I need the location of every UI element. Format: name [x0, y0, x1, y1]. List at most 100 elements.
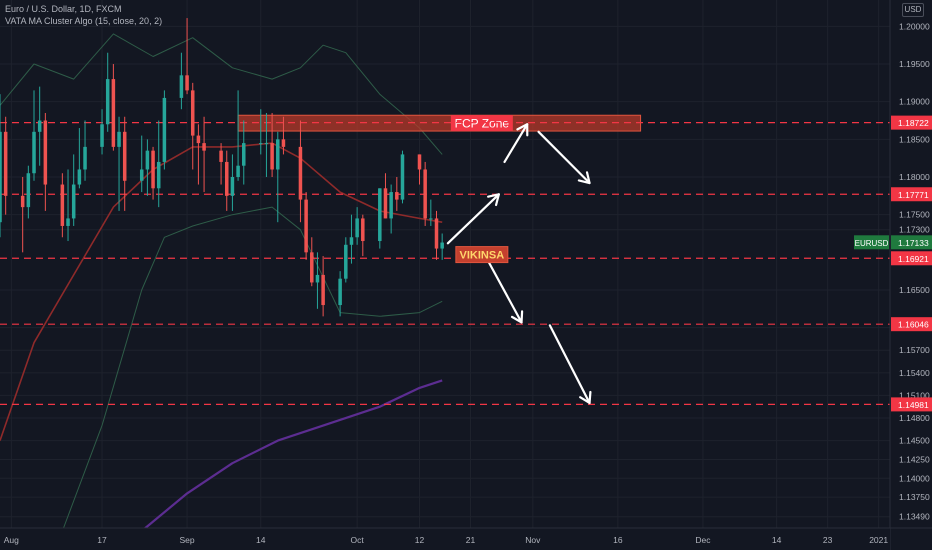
candle-body [43, 120, 48, 185]
candle[interactable] [378, 188, 382, 249]
candle-body [111, 79, 116, 147]
candle[interactable] [71, 154, 76, 226]
candle[interactable] [151, 146, 155, 200]
candle[interactable] [83, 120, 87, 181]
candle-body [383, 188, 388, 219]
price-tick-label: 1.17500 [899, 210, 930, 220]
currency-badge[interactable]: USD [902, 3, 924, 17]
level-price-label: 1.18722 [898, 118, 929, 128]
candle[interactable] [190, 82, 195, 170]
candle[interactable] [32, 90, 36, 181]
candle[interactable] [400, 150, 405, 204]
candle[interactable] [338, 271, 342, 317]
candle[interactable] [440, 233, 444, 260]
candle[interactable] [139, 135, 144, 193]
candle[interactable] [281, 116, 286, 155]
candle-body [185, 75, 189, 91]
time-tick-label: 23 [823, 535, 833, 545]
candle-body [259, 143, 263, 145]
time-tick-label: 17 [97, 535, 107, 545]
candle[interactable] [26, 165, 31, 219]
candle[interactable] [236, 90, 240, 181]
candle[interactable] [315, 252, 320, 309]
candle[interactable] [298, 120, 303, 223]
level-lines [0, 122, 890, 405]
level-price-label: 1.16046 [898, 320, 929, 330]
candle[interactable] [355, 207, 359, 245]
candle-body [281, 139, 286, 147]
candle[interactable] [344, 237, 348, 283]
candle[interactable] [224, 150, 229, 211]
candle[interactable] [349, 214, 354, 264]
candle[interactable] [395, 177, 399, 211]
candle[interactable] [3, 116, 8, 215]
candle[interactable] [276, 131, 280, 223]
price-tick-label: 1.19500 [899, 59, 930, 69]
candle[interactable] [43, 112, 48, 211]
candle[interactable] [417, 154, 422, 185]
candle-body [196, 135, 201, 144]
candle[interactable] [321, 256, 325, 317]
price-tick-label: 1.15100 [899, 390, 930, 400]
candle[interactable] [259, 109, 263, 155]
candle[interactable] [429, 199, 433, 226]
candle[interactable] [122, 116, 127, 211]
symbol-title[interactable]: Euro / U.S. Dollar, 1D, FXCM [5, 4, 122, 14]
candle[interactable] [179, 52, 184, 110]
vikinsa-label-bg [455, 246, 509, 264]
candle[interactable] [230, 154, 235, 211]
candle[interactable] [383, 173, 388, 219]
candle-body [37, 120, 42, 132]
candle[interactable] [37, 86, 42, 166]
candle[interactable] [310, 237, 314, 287]
candle[interactable] [270, 112, 274, 178]
candle[interactable] [105, 52, 110, 132]
candle[interactable] [304, 192, 308, 260]
candle-body [145, 150, 150, 170]
candle[interactable] [156, 120, 161, 208]
candle[interactable] [66, 169, 70, 242]
candle[interactable] [264, 112, 269, 178]
candle-body [389, 192, 393, 219]
candle-body [26, 173, 31, 208]
candle[interactable] [434, 210, 439, 260]
candle[interactable] [100, 109, 104, 155]
candle[interactable] [162, 90, 167, 170]
projection-arrow-head [510, 310, 524, 324]
candle[interactable] [242, 120, 246, 185]
indicator-title[interactable]: VATA MA Cluster Algo (15, close, 20, 2) [5, 16, 163, 26]
candle-body [117, 131, 121, 147]
candle[interactable] [185, 18, 189, 95]
candle-body [100, 124, 104, 147]
candles[interactable] [0, 18, 444, 317]
candle-body [20, 195, 25, 208]
candle[interactable] [389, 184, 393, 234]
level-price-label: 1.14981 [898, 400, 929, 410]
candle[interactable] [117, 116, 121, 211]
candle[interactable] [0, 94, 2, 238]
candle[interactable] [361, 214, 365, 257]
price-axis-background [890, 0, 932, 550]
candle[interactable] [145, 139, 150, 196]
time-tick-label: 14 [256, 535, 266, 545]
candle[interactable] [77, 128, 82, 189]
candle[interactable] [60, 173, 65, 238]
candle[interactable] [111, 64, 116, 151]
candle-body [361, 218, 365, 242]
level-price-badge [891, 317, 932, 332]
price-axis[interactable]: 1.20000 1.19500 1.19000 1.18500 1.18000 1.175… [854, 0, 932, 550]
candle-body [122, 131, 127, 181]
projection-arrows [446, 123, 592, 405]
candle[interactable] [219, 143, 223, 185]
candle[interactable] [423, 161, 427, 226]
price-tick-label: 1.15400 [899, 368, 930, 378]
time-axis[interactable]: Aug 17 Sep 14 Oct 12 21 Nov 16 Dec 14 23 2021 [0, 527, 932, 550]
candle[interactable] [20, 177, 25, 253]
candle[interactable] [196, 124, 201, 185]
price-tick-label: 1.18000 [899, 172, 930, 182]
price-tick-label: 1.19000 [899, 97, 930, 107]
candle[interactable] [202, 116, 206, 193]
